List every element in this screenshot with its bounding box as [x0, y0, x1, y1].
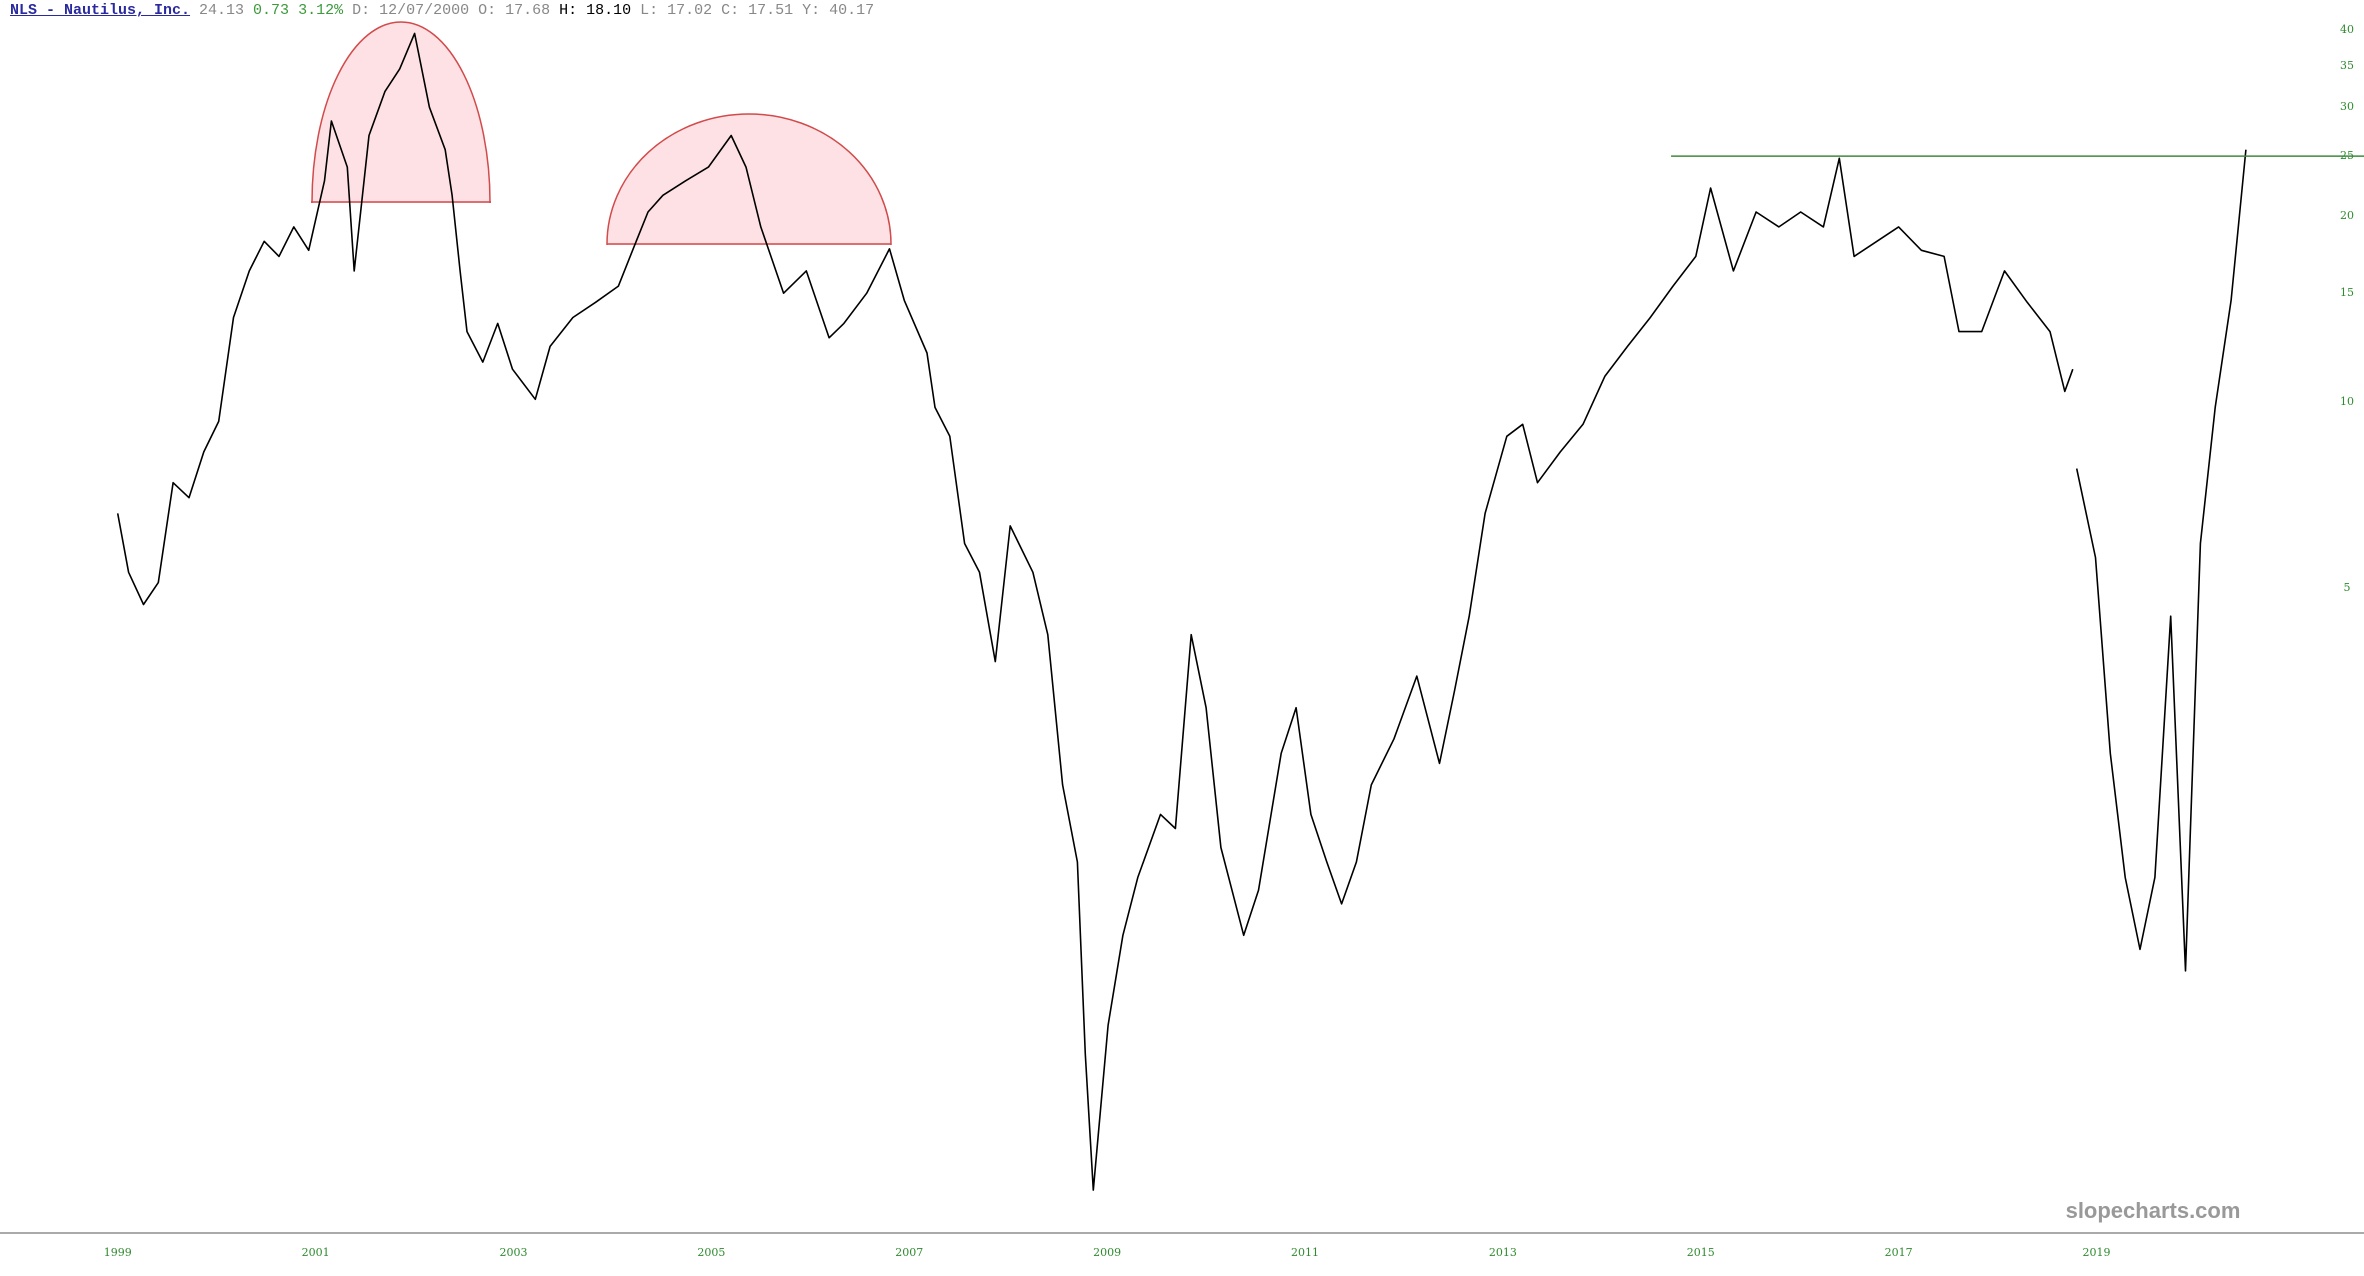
- x-tick-label: 2003: [499, 1246, 527, 1259]
- low: L: 17.02: [640, 2, 713, 19]
- close: C: 17.51: [721, 2, 794, 19]
- watermark: slopecharts.com: [2066, 1198, 2241, 1223]
- year: Y: 40.17: [802, 2, 875, 19]
- price-line: [116, 32, 2247, 1191]
- x-tick-label: 2005: [697, 1246, 725, 1259]
- y-tick-label: 35: [2340, 59, 2354, 72]
- x-tick-label: 2001: [302, 1246, 330, 1259]
- x-tick-label: 2011: [1291, 1246, 1319, 1259]
- x-tick-label: 2015: [1687, 1246, 1715, 1259]
- y-tick-label: 10: [2340, 395, 2354, 408]
- mask: [600, 245, 900, 385]
- y-tick-label: 15: [2340, 286, 2354, 299]
- y-tick-label: 40: [2340, 23, 2354, 36]
- x-tick-label: 2013: [1489, 1246, 1517, 1259]
- open: O: 17.68: [478, 2, 551, 19]
- change-pct: 3.12%: [298, 2, 344, 19]
- last-price: 24.13: [199, 2, 245, 19]
- y-tick-label: 20: [2340, 209, 2354, 222]
- x-tick-label: 2009: [1093, 1246, 1121, 1259]
- x-tick-label: 1999: [104, 1246, 132, 1259]
- quote-header: NLS - Nautilus, Inc. 24.13 0.73 3.12% D: 12/…: [10, 2, 883, 19]
- x-tick-label: 2017: [1885, 1246, 1913, 1259]
- high: H: 18.10: [559, 2, 632, 19]
- mask: [300, 203, 500, 393]
- change: 0.73: [253, 2, 290, 19]
- x-tick-label: 2007: [895, 1246, 923, 1259]
- symbol-link[interactable]: NLS - Nautilus, Inc.: [10, 2, 191, 19]
- y-tick-label: 30: [2340, 100, 2354, 113]
- y-tick-label: 5: [2344, 581, 2351, 594]
- date: D: 12/07/2000: [352, 2, 470, 19]
- x-tick-label: 2019: [2082, 1246, 2110, 1259]
